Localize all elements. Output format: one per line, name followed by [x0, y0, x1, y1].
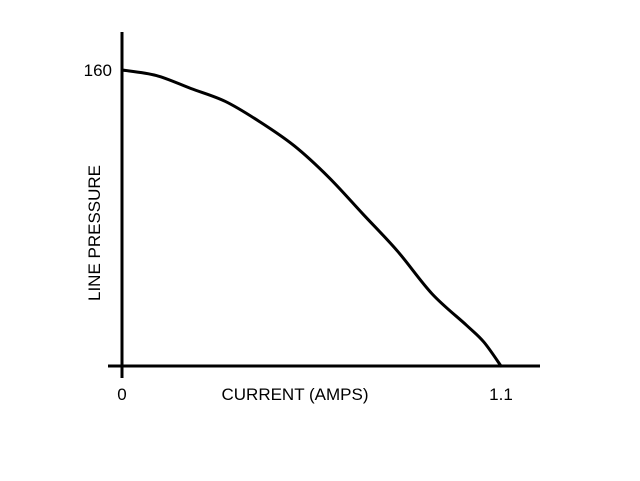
x-axis-title: CURRENT (AMPS): [221, 385, 368, 404]
series-line: [120, 68, 503, 368]
x-tick-label: 1.1: [489, 385, 513, 404]
axes: [108, 32, 540, 378]
y-axis-title: LINE PRESSURE: [85, 165, 104, 301]
y-tick-label: 160: [84, 61, 112, 80]
x-tick-label: 0: [117, 385, 126, 404]
tick-labels: 0 1.1 160: [84, 61, 513, 404]
series: [120, 68, 503, 368]
